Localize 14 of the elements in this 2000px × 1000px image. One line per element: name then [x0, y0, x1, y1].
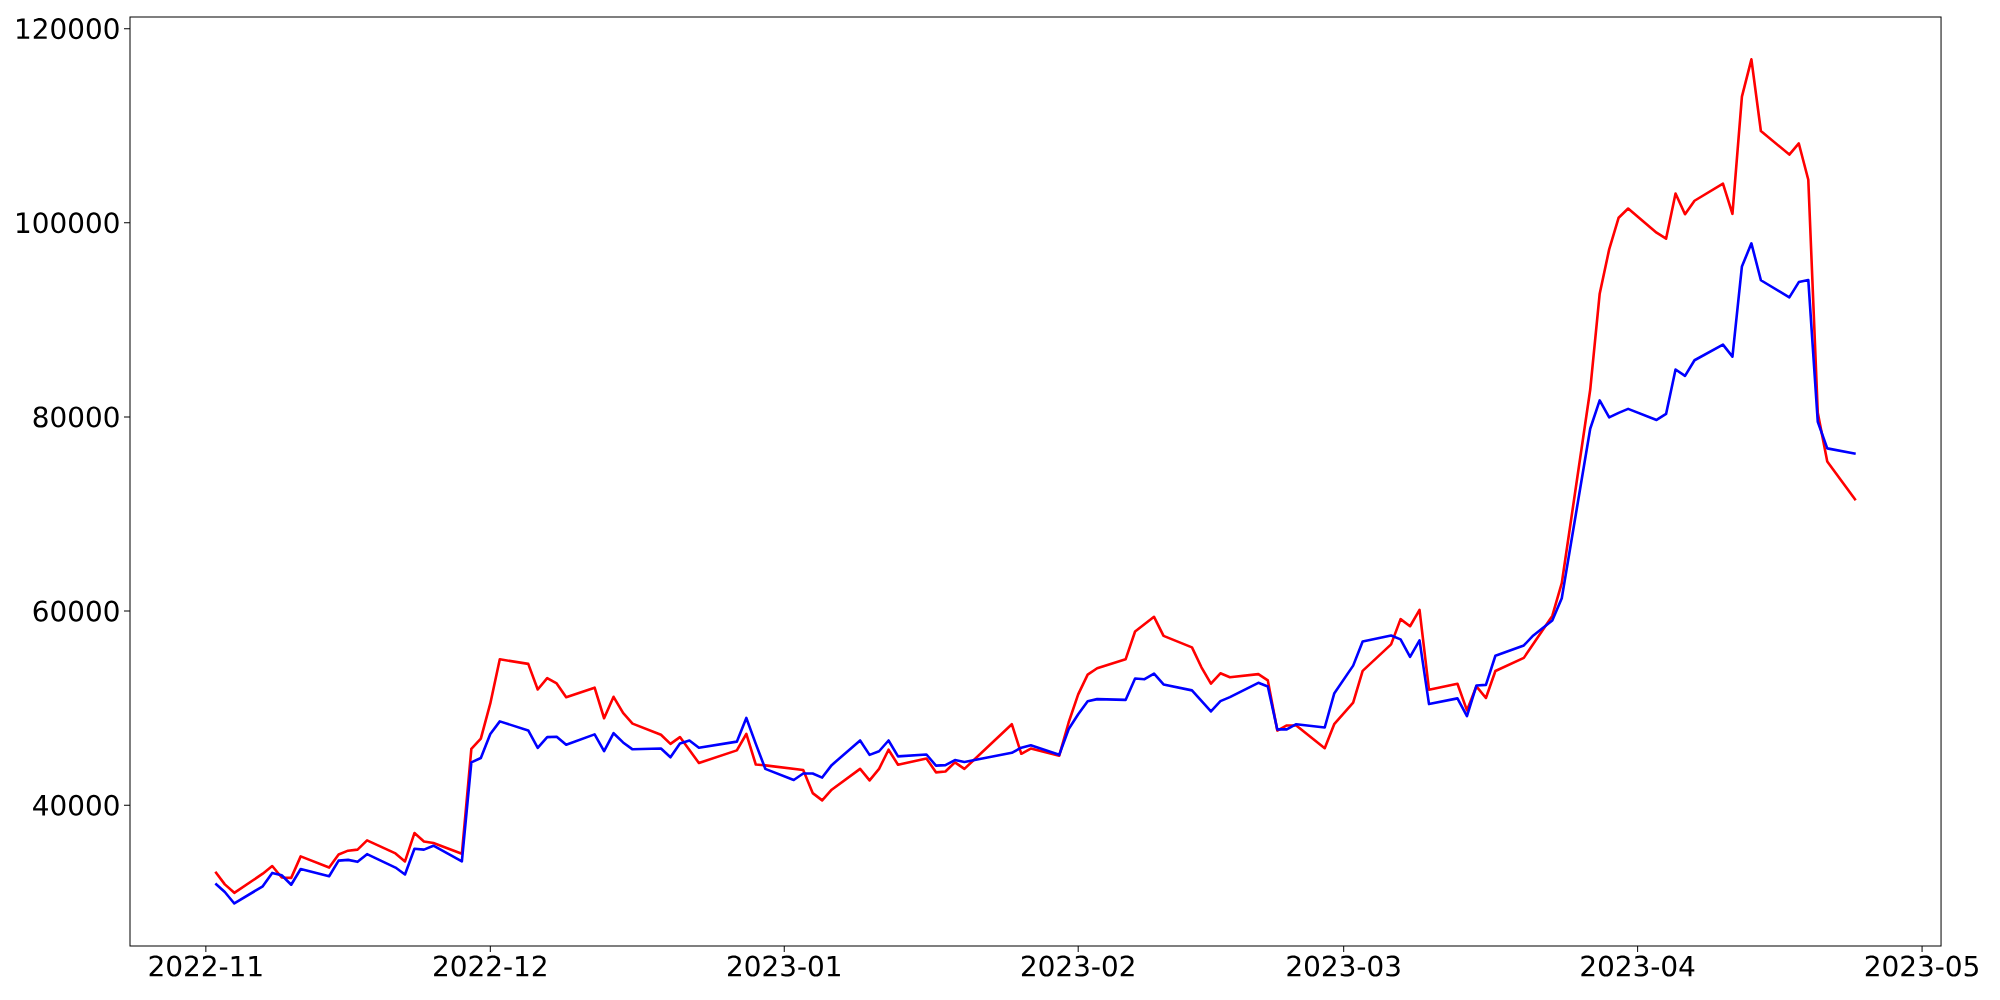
x-tick-label: 2022-12 [434, 955, 546, 977]
line-series [214, 58, 1857, 895]
y-tick-label: 80000 [33, 406, 119, 428]
x-tick-label: 2023-03 [1287, 955, 1400, 977]
y-tick-label: 60000 [33, 600, 119, 622]
y-tick-label: 40000 [33, 794, 119, 816]
y-tick-label: 100000 [17, 212, 119, 234]
line-series [214, 242, 1857, 905]
x-tick-label: 2023-01 [728, 955, 840, 977]
y-tick-label: 120000 [17, 18, 119, 40]
x-tick-label: 2023-02 [1021, 955, 1134, 977]
x-tick-label: 2023-05 [1865, 955, 1978, 977]
x-tick-label: 2022-11 [149, 955, 262, 977]
x-tick-label: 2023-04 [1581, 955, 1695, 977]
